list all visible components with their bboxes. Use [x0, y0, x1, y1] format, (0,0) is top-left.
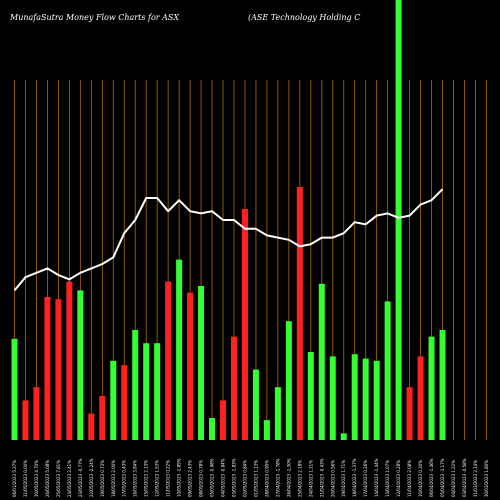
price-line	[13, 188, 444, 292]
x-tick-label: 27/04/2023 -1.78%	[275, 458, 280, 497]
inflow-bar	[209, 418, 216, 440]
outflow-bar	[220, 400, 227, 440]
x-tick-label: 31/03/2023 2.14%	[473, 460, 478, 497]
x-tick-label: 03/04/2023 -0.58%	[462, 458, 467, 497]
outflow-bar	[121, 365, 128, 440]
x-tick-label: 23/05/2023 -0.77%	[78, 458, 83, 497]
inflow-bar	[395, 0, 402, 440]
outflow-bar	[165, 281, 172, 440]
outflow-bar	[55, 299, 62, 440]
x-tick-label: 20/04/2023 0.56%	[330, 460, 335, 497]
inflow-bar	[285, 321, 292, 440]
outflow-bar	[33, 387, 40, 440]
inflow-bar	[384, 301, 391, 440]
x-tick-label: 21/04/2023 -0.43%	[319, 458, 324, 497]
inflow-bar	[176, 259, 183, 440]
inflow-bar	[274, 387, 281, 440]
money-flow-bars	[11, 0, 446, 440]
outflow-bar	[99, 396, 106, 440]
x-tick-label: 30/03/2023 1.80%	[484, 460, 489, 497]
x-tick-label: 04/04/2023 1.22%	[451, 460, 456, 497]
outflow-bar	[44, 297, 51, 440]
inflow-bar	[307, 352, 314, 440]
x-tick-label: 16/05/2023 3.84%	[133, 460, 138, 497]
inflow-bar	[110, 360, 117, 440]
x-tick-label: 10/05/2023 -1.85%	[177, 458, 182, 497]
inflow-bar	[11, 338, 18, 440]
outflow-bar	[230, 336, 237, 440]
inflow-bar	[439, 330, 446, 440]
x-tick-label: 06/01/2023 5.37%	[12, 460, 17, 497]
inflow-bar	[77, 290, 84, 440]
x-tick-label: 11/04/2023 2.08%	[407, 460, 412, 497]
x-tick-label: 31/05/2023 0.00%	[23, 460, 28, 497]
outflow-bar	[22, 400, 29, 440]
x-tick-label: 10/04/2023 0.30%	[418, 460, 423, 497]
inflow-bar	[340, 433, 347, 440]
x-tick-label: 18/05/2023 2.00%	[111, 460, 116, 497]
x-tick-label: 19/04/2023 1.71%	[341, 460, 346, 497]
inflow-bar	[428, 336, 435, 440]
x-tick-label: 03/05/2023 -1.83%	[231, 458, 236, 497]
x-tick-label: 17/04/2023 0.26%	[363, 460, 368, 497]
x-tick-label: 24/04/2023 1.11%	[308, 460, 313, 497]
x-tick-label: 19/05/2023 0.73%	[100, 460, 105, 497]
outflow-bar	[296, 187, 303, 440]
x-tick-label: 06/04/2023 -1.46%	[429, 458, 434, 497]
chart-subtitle: (ASE Technology Holding C	[248, 13, 360, 22]
x-tick-label: 02/05/2023 0.84%	[242, 460, 247, 497]
x-tick-label: 01/05/2023 1.13%	[253, 460, 258, 497]
x-tick-label: 08/05/2023 0.78%	[199, 460, 204, 497]
x-tick-label: 30/05/2023 4.70%	[34, 460, 39, 497]
inflow-bar	[132, 330, 139, 440]
inflow-bar	[154, 343, 161, 440]
x-tick-label: 05/05/2023 -0.98%	[210, 458, 215, 497]
inflow-bar	[329, 356, 336, 440]
price-line-layer	[13, 188, 444, 292]
x-tick-label: 22/05/2023 -2.24%	[89, 458, 94, 497]
x-tick-label: 09/05/2023 2.43%	[188, 460, 193, 497]
x-tick-label: 15/05/2023 2.13%	[144, 460, 149, 497]
outflow-bar	[88, 413, 95, 440]
x-tick-label: 14/04/2023 -1.44%	[374, 458, 379, 497]
outflow-bar	[241, 209, 248, 440]
x-tick-label: 05/04/2023 -1.17%	[440, 458, 445, 497]
x-tick-label: 25/05/2023 7.81%	[56, 460, 61, 497]
x-tick-label: 28/04/2023 0.90%	[264, 460, 269, 497]
x-tick-label: 24/05/2023 2.41%	[67, 460, 72, 497]
inflow-bar	[263, 420, 270, 440]
x-tick-labels: 06/01/2023 5.37% 31/05/2023 0.00% 30/05/20…	[12, 458, 489, 497]
x-tick-label: 12/05/2023 1.53%	[155, 460, 160, 497]
x-tick-label: 13/04/2023 1.07%	[385, 460, 390, 497]
x-tick-label: 26/04/2023 -1.30%	[286, 458, 291, 497]
chart-title: MunafaSutra Money Flow Charts for ASX	[9, 13, 179, 22]
inflow-bar	[252, 369, 259, 440]
inflow-bar	[318, 283, 325, 440]
inflow-bar	[198, 286, 205, 440]
x-tick-label: 17/05/2023 0.43%	[122, 460, 127, 497]
outflow-bar	[66, 281, 73, 440]
outflow-bar	[187, 292, 194, 440]
x-tick-label: 26/05/2023 5.08%	[45, 460, 50, 497]
x-tick-label: 04/05/2023 -0.84%	[221, 458, 226, 497]
inflow-bar	[351, 354, 358, 440]
x-tick-label: 18/04/2023 -1.37%	[352, 458, 357, 497]
x-tick-label: 11/05/2023 0.22%	[166, 460, 171, 497]
inflow-bar	[143, 343, 150, 440]
outflow-bar	[406, 387, 413, 440]
inflow-bar	[373, 360, 380, 440]
x-tick-label: 12/04/2023 0.28%	[396, 460, 401, 497]
outflow-bar	[417, 356, 424, 440]
x-tick-label: 25/04/2023 2.18%	[297, 460, 302, 497]
inflow-bar	[362, 358, 369, 440]
